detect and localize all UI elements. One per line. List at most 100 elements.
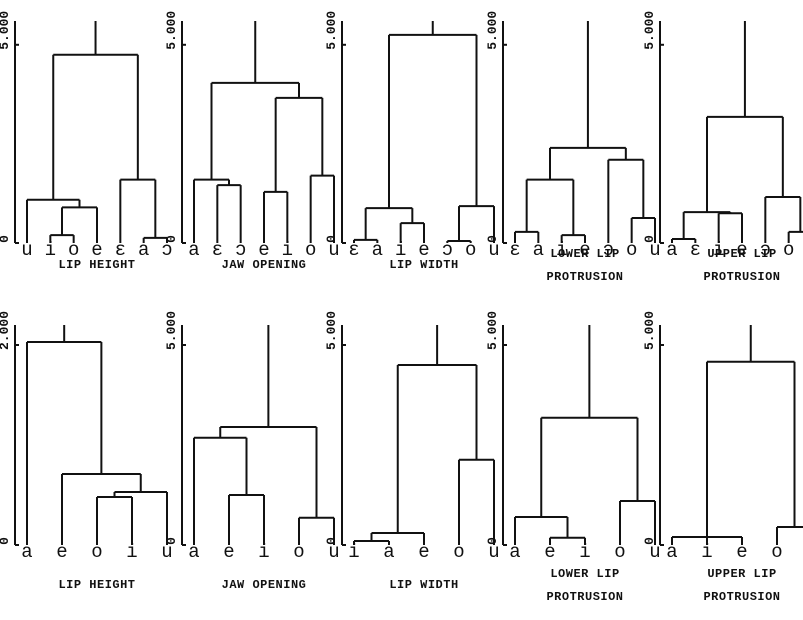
merge xyxy=(52,53,139,200)
y-tick-label: 5.000 xyxy=(324,311,339,350)
merge xyxy=(607,158,645,243)
panel-label: LIP HEIGHT xyxy=(58,258,135,272)
leaf-label: e xyxy=(736,541,747,563)
leaf-label: e xyxy=(418,541,429,563)
leaf-label: a xyxy=(666,541,677,563)
merge xyxy=(671,536,743,545)
y-tick-label: 0 xyxy=(0,235,12,243)
y-tick-label: 0 xyxy=(164,537,179,545)
leaf-label: ɔ xyxy=(442,239,453,261)
merge xyxy=(263,190,289,243)
leaf-label: o xyxy=(614,541,625,563)
merge xyxy=(671,238,697,243)
leaf-label: e xyxy=(223,541,234,563)
leaf-label: u xyxy=(161,541,172,563)
leaf-label: ɛ xyxy=(690,239,701,261)
merge xyxy=(216,184,242,243)
merge xyxy=(717,212,743,243)
merge xyxy=(682,211,732,240)
leaf-label: o xyxy=(305,239,316,261)
panel-label: LOWER LIP xyxy=(550,567,619,581)
merge xyxy=(764,196,802,243)
merge xyxy=(61,206,98,243)
merge xyxy=(26,198,81,243)
leaf-label: a xyxy=(509,541,520,563)
leaf-label: e xyxy=(736,239,747,261)
panel-label: JAW OPENING xyxy=(222,578,307,592)
merge xyxy=(193,436,248,545)
leaf-label: ɔ xyxy=(161,239,172,261)
merge xyxy=(540,416,639,517)
y-tick-label: 0 xyxy=(324,235,339,243)
y-tick-label: 5.000 xyxy=(485,311,500,350)
leaf-label: o xyxy=(465,239,476,261)
merge xyxy=(446,240,472,243)
leaf-label: u xyxy=(21,239,32,261)
leaf-label: o xyxy=(293,541,304,563)
y-tick-label: 2.000 xyxy=(0,311,12,350)
merge xyxy=(219,426,318,518)
panel-label: PROTRUSION xyxy=(546,270,623,284)
leaf-label: i xyxy=(395,239,406,261)
merge xyxy=(525,178,575,236)
leaf-label: i xyxy=(258,541,269,563)
panel-label: LIP WIDTH xyxy=(389,578,458,592)
leaf-label: ɔ xyxy=(603,239,614,261)
leaf-label: a xyxy=(188,239,199,261)
merge xyxy=(514,516,569,545)
leaf-label: i xyxy=(45,239,56,261)
leaf-label: i xyxy=(701,541,712,563)
leaf-label: ɔ xyxy=(235,239,246,261)
leaf-label: u xyxy=(649,239,660,261)
merge xyxy=(309,174,335,243)
leaf-label: o xyxy=(626,239,637,261)
leaf-label: u xyxy=(328,239,339,261)
leaf-label: i xyxy=(126,541,137,563)
leaf-label: o xyxy=(783,239,794,261)
dendrogram-panel: 0 5.000 i a e o u LIP WIDTH xyxy=(324,311,500,592)
panel-label: UPPER LIP xyxy=(707,567,776,581)
leaf-label: ɛ xyxy=(509,239,520,261)
leaf-label: i xyxy=(348,541,359,563)
merge xyxy=(274,96,324,192)
leaf-label: a xyxy=(666,239,677,261)
y-tick-label: 5.000 xyxy=(324,11,339,50)
merge xyxy=(370,532,425,545)
y-tick-label: 0 xyxy=(642,537,657,545)
leaf-label: i xyxy=(579,541,590,563)
leaf-label: e xyxy=(418,239,429,261)
y-tick-label: 0 xyxy=(324,537,339,545)
y-tick-label: 0 xyxy=(642,235,657,243)
dendrogram-panel: 0 5.000 a e i o u LOWER LIP PROTRUSION xyxy=(485,311,661,604)
leaf-label: a xyxy=(188,541,199,563)
leaf-label: a xyxy=(383,541,394,563)
merge xyxy=(26,341,103,545)
dendrogram-panel: 0 2.000 a e o i u LIP HEIGHT xyxy=(0,311,173,592)
y-tick-label: 5.000 xyxy=(642,311,657,350)
dendrogram-panel: 0 5.000 a i e o u UPPER LIP PROTRUSION xyxy=(642,311,803,604)
leaf-label: e xyxy=(579,239,590,261)
panel-label: LOWER LIP xyxy=(550,247,619,261)
dendrogram-panel: 0 5.000 a e i o u JAW OPENING xyxy=(164,311,340,592)
leaf-label: e xyxy=(544,541,555,563)
panel-label: LIP WIDTH xyxy=(389,258,458,272)
leaf-label: e xyxy=(258,239,269,261)
y-tick-label: 0 xyxy=(485,537,500,545)
merge xyxy=(458,458,495,545)
y-tick-label: 0 xyxy=(0,537,12,545)
leaf-label: ɔ xyxy=(760,239,771,261)
y-tick-label: 5.000 xyxy=(485,11,500,50)
panel-label: PROTRUSION xyxy=(546,590,623,604)
merge xyxy=(193,178,230,243)
merge xyxy=(119,178,157,243)
panel-label: PROTRUSION xyxy=(703,270,780,284)
leaf-label: a xyxy=(138,239,149,261)
y-tick-label: 0 xyxy=(485,235,500,243)
merge xyxy=(210,81,300,180)
leaf-label: u xyxy=(488,541,499,563)
merge xyxy=(353,238,379,243)
merge xyxy=(113,491,168,545)
